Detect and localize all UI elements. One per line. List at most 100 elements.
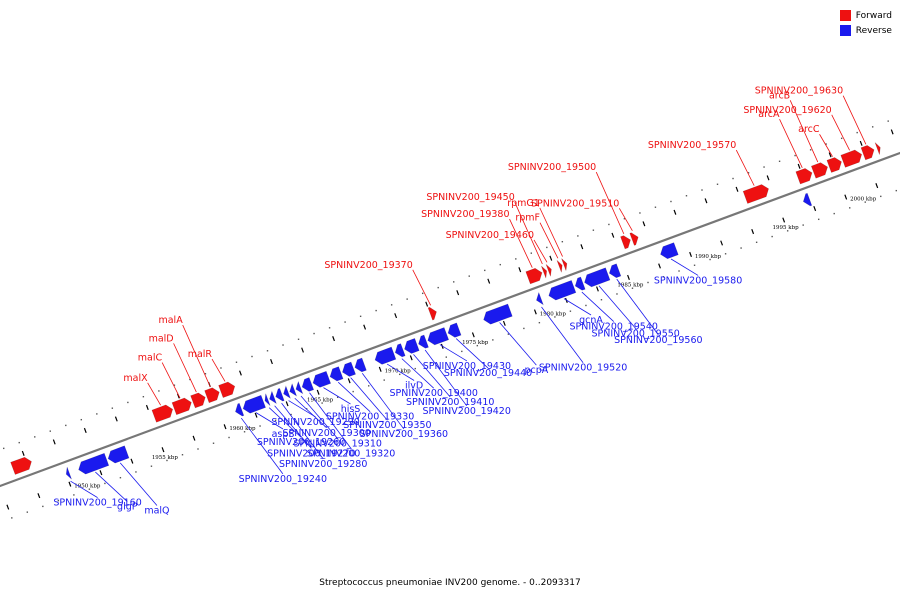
leader-line xyxy=(789,100,819,163)
kbp-tick-label: 1975 kbp xyxy=(462,340,489,346)
reverse-guide-dot xyxy=(833,212,835,215)
reverse-gene xyxy=(65,466,72,480)
reverse-guide-dot xyxy=(274,419,277,421)
gene-label: SPNINV200_19520 xyxy=(539,363,627,374)
reverse-guide-dot xyxy=(585,304,587,307)
reverse-gene xyxy=(483,303,513,325)
legend: Forward Reverse xyxy=(839,8,892,38)
gene-label: SPNINV200_19460 xyxy=(446,230,534,241)
gene-label: aspS xyxy=(272,429,295,440)
minor-tick xyxy=(409,355,413,361)
forward-guide-dot xyxy=(763,166,765,168)
minor-tick xyxy=(751,228,755,235)
reverse-guide-dot xyxy=(26,511,29,513)
reverse-gene xyxy=(275,388,285,402)
reverse-guide-dot xyxy=(166,459,168,462)
reverse-guide-dot xyxy=(445,356,447,358)
forward-guide-dot xyxy=(623,218,626,220)
leader-line xyxy=(337,381,371,412)
forward-gene xyxy=(620,235,631,250)
minor-tick xyxy=(611,232,615,238)
forward-gene xyxy=(629,232,639,246)
minor-tick xyxy=(859,140,863,146)
leader-line xyxy=(95,471,128,502)
forward-guide-dot xyxy=(390,304,393,306)
leader-line xyxy=(509,218,533,268)
reverse-gene xyxy=(374,346,397,365)
forward-gene xyxy=(561,258,568,271)
forward-guide-dot xyxy=(313,332,315,335)
gene-arrows xyxy=(10,142,881,480)
forward-guide-dot xyxy=(111,407,114,409)
minor-tick xyxy=(254,412,258,418)
forward-guide-dot xyxy=(515,258,517,260)
reverse-gene xyxy=(354,357,367,373)
minor-tick xyxy=(347,378,351,384)
forward-gene xyxy=(427,306,437,321)
leader-line xyxy=(323,387,351,405)
minor-tick xyxy=(378,366,382,372)
reverse-guide-dot xyxy=(383,379,385,381)
forward-guide-dot xyxy=(809,149,812,151)
reverse-guide-dot xyxy=(631,287,634,289)
forward-guide-dot xyxy=(871,126,874,128)
reverse-gene xyxy=(536,291,544,306)
forward-guide-dot xyxy=(80,418,83,421)
gene-label: ilvD xyxy=(405,380,423,391)
gene-label: rpmF xyxy=(515,213,540,224)
forward-guide-dot xyxy=(328,327,331,329)
minor-tick xyxy=(875,183,879,189)
forward-guide-dot xyxy=(484,269,486,272)
forward-gene xyxy=(151,404,174,423)
gene-label: glgP xyxy=(117,502,138,513)
gene-label: SPNINV200_19410 xyxy=(406,397,494,408)
forward-guide-dot xyxy=(608,223,610,226)
gene-label: SPNINV200_19440 xyxy=(444,368,532,379)
minor-tick xyxy=(689,251,692,258)
gene-label: SPNINV200_19450 xyxy=(426,192,514,203)
gene-label: hisS xyxy=(341,404,361,415)
kbp-tick-label: 1970 kbp xyxy=(385,369,412,375)
reverse-gene xyxy=(264,393,271,406)
forward-guide-dot xyxy=(251,355,253,358)
reverse-gene xyxy=(418,334,429,349)
legend-item-reverse: Reverse xyxy=(839,23,892,38)
forward-gene xyxy=(556,259,563,273)
reverse-guide-dot xyxy=(647,281,649,284)
minor-tick xyxy=(720,240,724,246)
reverse-guide-dot xyxy=(367,385,370,387)
legend-item-forward: Forward xyxy=(839,8,892,23)
gene-label: pcpA xyxy=(524,365,548,376)
backbone-line xyxy=(0,151,900,488)
forward-guide-dot xyxy=(561,240,564,243)
gene-label: SPNINV200_19160 xyxy=(53,498,141,509)
forward-guide-dot xyxy=(359,315,362,318)
reverse-guide-dot xyxy=(600,299,603,301)
minor-tick xyxy=(487,278,491,284)
gene-label: malA xyxy=(158,315,183,326)
gene-label: SPNINV200_19270 xyxy=(267,448,355,459)
forward-gene xyxy=(525,267,543,285)
reverse-guide-dot xyxy=(57,499,60,502)
leader-line xyxy=(619,208,633,231)
genome-backbone xyxy=(0,151,900,488)
minor-tick xyxy=(83,427,87,434)
leader-line xyxy=(281,402,324,460)
leader-line xyxy=(779,119,803,168)
forward-guide-dot xyxy=(96,413,98,415)
reverse-gene xyxy=(574,276,586,291)
leader-line xyxy=(598,285,636,329)
gene-label: SPNINV200_19370 xyxy=(324,260,412,271)
forward-guide-dot xyxy=(266,350,269,352)
forward-gene xyxy=(826,157,842,173)
gene-label: SPNINV200_19240 xyxy=(239,474,327,485)
reverse-guide-dot xyxy=(414,367,416,370)
reverse-gene xyxy=(312,370,332,388)
leader-line xyxy=(119,462,158,506)
reverse-guide-dot xyxy=(150,465,153,467)
reverse-guide-dot xyxy=(709,258,711,261)
reverse-gene xyxy=(329,366,344,382)
gene-label: SPNINV200_19500 xyxy=(508,162,596,173)
minor-tick xyxy=(223,424,227,430)
